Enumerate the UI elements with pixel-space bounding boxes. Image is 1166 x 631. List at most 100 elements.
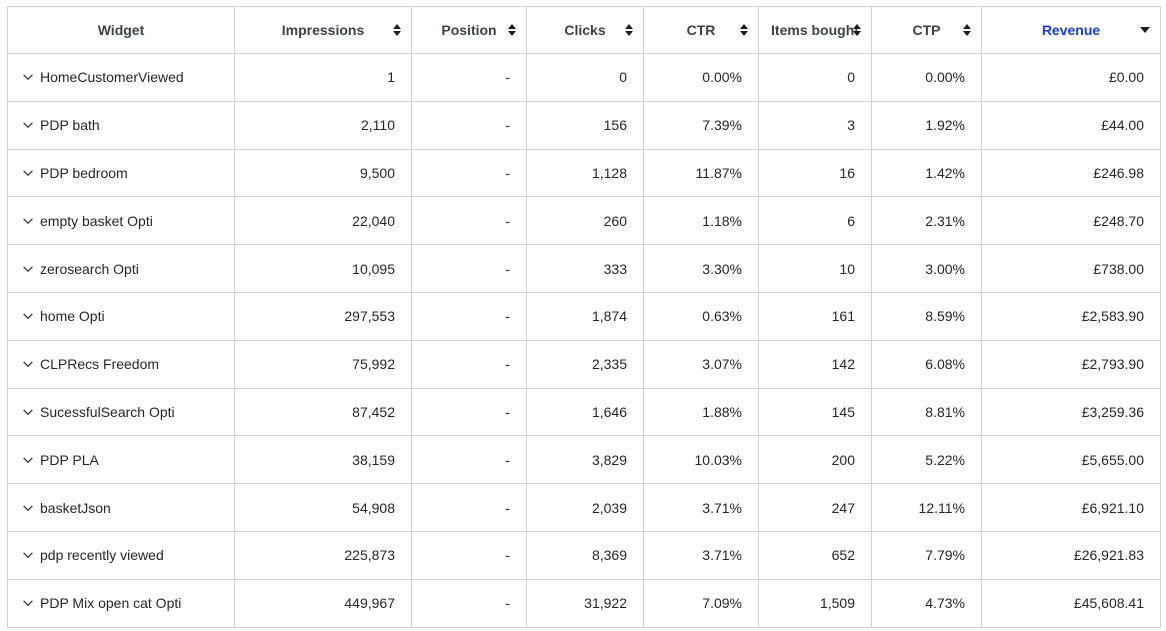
position-cell: - [411, 100, 527, 150]
position-cell: - [411, 483, 527, 532]
ctr-cell: 0.00% [643, 53, 759, 102]
chevron-down-icon[interactable] [21, 548, 35, 562]
revenue-cell: £44.00 [981, 100, 1161, 150]
chevron-down-icon[interactable] [21, 357, 35, 371]
widget-name: PDP bedroom [40, 164, 128, 181]
position-cell: - [411, 435, 527, 485]
column-label: CTP [912, 22, 941, 38]
column-header-position[interactable]: Position [411, 6, 527, 54]
revenue-cell: £738.00 [981, 244, 1161, 293]
chevron-down-icon[interactable] [21, 309, 35, 323]
sort-updown-icon[interactable] [508, 24, 516, 36]
ctp-cell: 4.73% [871, 578, 982, 628]
widget-name: CLPRecs Freedom [40, 356, 160, 373]
column-label: Clicks [564, 22, 606, 38]
impressions-cell: 225,873 [234, 530, 412, 580]
revenue-cell: £2,793.90 [981, 339, 1161, 389]
sort-updown-icon[interactable] [963, 24, 971, 36]
widget-name: empty basket Opti [40, 212, 153, 229]
sort-updown-icon[interactable] [853, 24, 861, 36]
widget-cell[interactable]: HomeCustomerViewed [7, 53, 235, 102]
ctp-cell: 3.00% [871, 244, 982, 293]
impressions-cell: 22,040 [234, 196, 412, 246]
revenue-cell: £2,583.90 [981, 291, 1161, 341]
table-row: zerosearch Opti 10,095-333 3.30% 10 3.00% £73… [7, 244, 1161, 293]
revenue-cell: £26,921.83 [981, 530, 1161, 580]
widget-cell[interactable]: zerosearch Opti [7, 244, 235, 293]
chevron-down-icon[interactable] [21, 118, 35, 132]
column-header-widget[interactable]: Widget [7, 6, 235, 54]
clicks-cell: 2,039 [526, 483, 644, 532]
revenue-cell: £246.98 [981, 148, 1161, 198]
chevron-down-icon[interactable] [21, 501, 35, 515]
position-cell: - [411, 148, 527, 198]
clicks-cell: 2,335 [526, 339, 644, 389]
impressions-cell: 1 [234, 53, 412, 102]
widget-cell[interactable]: home Opti [7, 291, 235, 341]
clicks-cell: 0 [526, 53, 644, 102]
chevron-down-icon[interactable] [21, 262, 35, 276]
items-bought-cell: 3 [758, 100, 872, 150]
widget-name: PDP Mix open cat Opti [40, 595, 182, 612]
widget-cell[interactable]: PDP bath [7, 100, 235, 150]
revenue-cell: £45,608.41 [981, 578, 1161, 628]
ctr-cell: 7.09% [643, 578, 759, 628]
column-header-ctp[interactable]: CTP [871, 6, 982, 54]
ctp-cell: 0.00% [871, 53, 982, 102]
sort-updown-icon[interactable] [740, 24, 748, 36]
widget-cell[interactable]: SucessfulSearch Opti [7, 387, 235, 437]
table-row: basketJson 54,908-2,039 3.71% 247 12.11% £6,9… [7, 483, 1161, 532]
clicks-cell: 8,369 [526, 530, 644, 580]
items-bought-cell: 6 [758, 196, 872, 246]
widget-cell[interactable]: PDP bedroom [7, 148, 235, 198]
clicks-cell: 1,646 [526, 387, 644, 437]
ctr-cell: 7.39% [643, 100, 759, 150]
widget-cell[interactable]: PDP PLA [7, 435, 235, 485]
widget-cell[interactable]: empty basket Opti [7, 196, 235, 246]
revenue-cell: £0.00 [981, 53, 1161, 102]
ctp-cell: 1.42% [871, 148, 982, 198]
chevron-down-icon[interactable] [21, 166, 35, 180]
chevron-down-icon[interactable] [21, 214, 35, 228]
column-header-revenue[interactable]: Revenue [981, 6, 1161, 54]
clicks-cell: 1,128 [526, 148, 644, 198]
position-cell: - [411, 387, 527, 437]
impressions-cell: 297,553 [234, 291, 412, 341]
column-label: CTR [686, 22, 716, 38]
ctp-cell: 8.81% [871, 387, 982, 437]
widget-cell[interactable]: pdp recently viewed [7, 530, 235, 580]
widget-cell[interactable]: CLPRecs Freedom [7, 339, 235, 389]
widget-name: zerosearch Opti [40, 260, 139, 277]
chevron-down-icon[interactable] [21, 453, 35, 467]
column-label: Position [441, 22, 497, 38]
ctr-cell: 11.87% [643, 148, 759, 198]
items-bought-cell: 0 [758, 53, 872, 102]
chevron-down-icon[interactable] [21, 70, 35, 84]
column-header-ctr[interactable]: CTR [643, 6, 759, 54]
clicks-cell: 333 [526, 244, 644, 293]
chevron-down-icon[interactable] [21, 405, 35, 419]
impressions-cell: 2,110 [234, 100, 412, 150]
column-label: Revenue [1041, 22, 1101, 38]
sort-desc-caret-icon[interactable] [1140, 27, 1150, 33]
column-header-impressions[interactable]: Impressions [234, 6, 412, 54]
ctp-cell: 2.31% [871, 196, 982, 246]
chevron-down-icon[interactable] [21, 596, 35, 610]
impressions-cell: 449,967 [234, 578, 412, 628]
ctp-cell: 7.79% [871, 530, 982, 580]
table-row: CLPRecs Freedom 75,992-2,335 3.07% 142 6.08%… [7, 339, 1161, 389]
widget-cell[interactable]: basketJson [7, 483, 235, 532]
sort-updown-icon[interactable] [625, 24, 633, 36]
revenue-cell: £5,655.00 [981, 435, 1161, 485]
ctp-cell: 6.08% [871, 339, 982, 389]
position-cell: - [411, 291, 527, 341]
table-row: PDP PLA 38,159-3,829 10.03% 200 5.22% £5,655.… [7, 435, 1161, 485]
table-row: PDP bath 2,110-156 7.39% 3 1.92% £44.00 [7, 100, 1161, 150]
widget-cell[interactable]: PDP Mix open cat Opti [7, 578, 235, 628]
clicks-cell: 260 [526, 196, 644, 246]
revenue-cell: £6,921.10 [981, 483, 1161, 532]
sort-updown-icon[interactable] [393, 24, 401, 36]
column-header-clicks[interactable]: Clicks [526, 6, 644, 54]
column-header-items-bought[interactable]: Items bought [758, 6, 872, 54]
